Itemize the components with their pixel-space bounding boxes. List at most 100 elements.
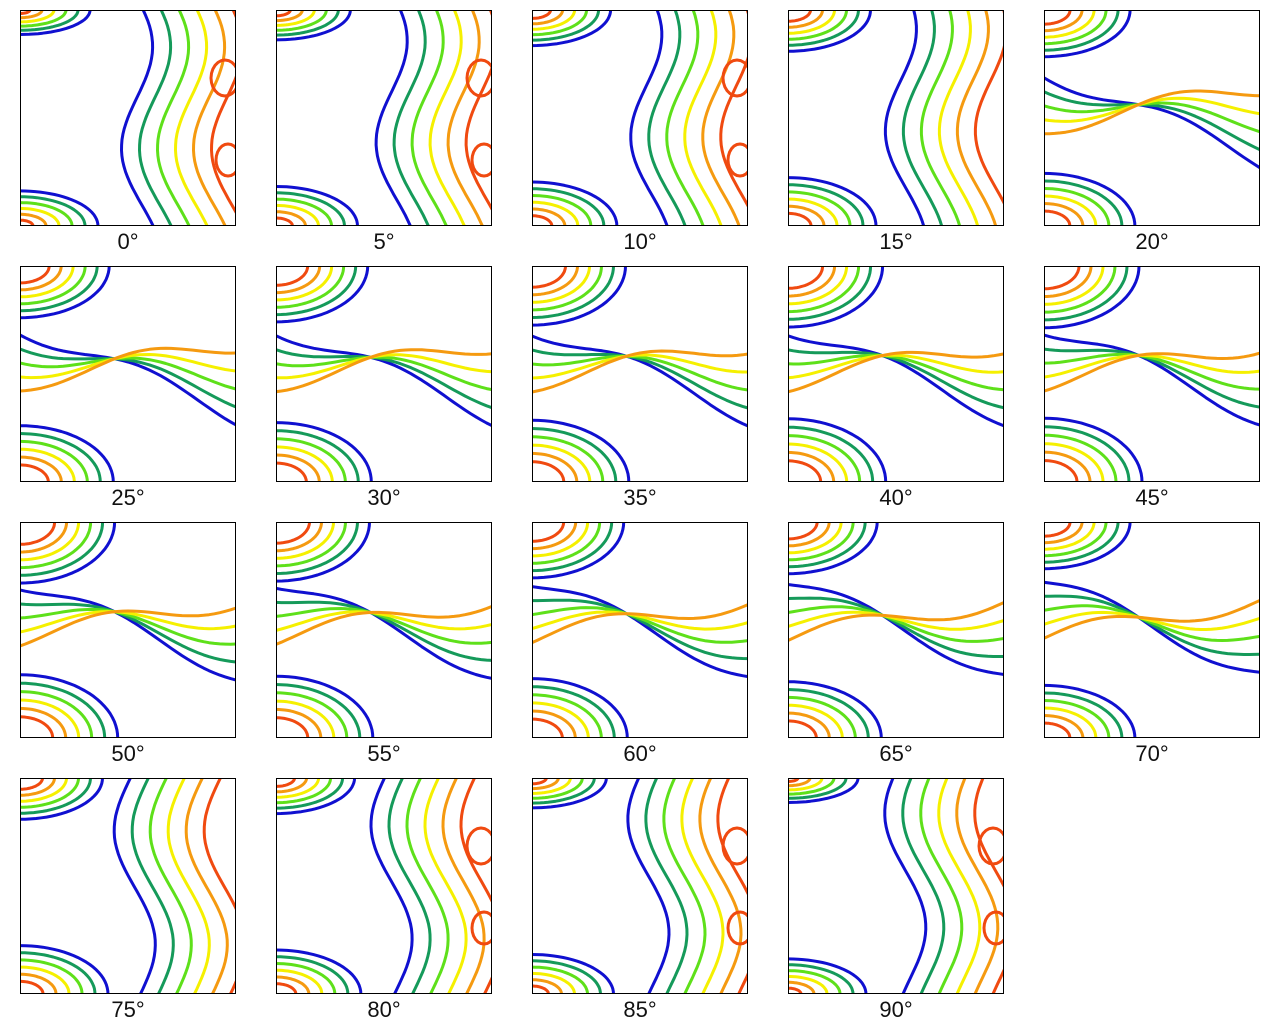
contour-line: [919, 778, 964, 994]
contour-line: [392, 10, 430, 226]
contour-line: [276, 429, 360, 482]
contour-line: [532, 959, 602, 994]
contour-line: [1044, 351, 1260, 393]
contour-line: [788, 183, 865, 226]
contour-line: [20, 447, 76, 482]
contour-line: [1044, 691, 1124, 738]
contour-line: [532, 778, 560, 791]
contour-line: [977, 826, 1004, 866]
contour-line: [532, 522, 578, 551]
contour-line: [532, 10, 577, 31]
contour-plot: [1044, 10, 1260, 226]
contour-line: [276, 266, 310, 287]
contour-line: [901, 778, 946, 994]
contour-line: [276, 586, 492, 680]
contour-line: [20, 944, 110, 994]
contour-line: [1044, 171, 1137, 226]
contour-line: [1044, 598, 1260, 640]
contour-line: [629, 10, 669, 226]
contour-line: [20, 10, 68, 28]
contour-line: [20, 266, 87, 306]
contour-line: [665, 10, 705, 226]
contour-plot: [276, 522, 492, 738]
contour-line: [532, 10, 553, 20]
contour-line: [20, 201, 74, 226]
contour-line: [20, 266, 63, 292]
contour-line: [1044, 10, 1120, 52]
contour-line: [973, 778, 1004, 994]
contour-line: [788, 778, 860, 804]
panel-frame: [532, 522, 748, 738]
contour-plot: [1044, 266, 1260, 482]
contour-line: [788, 10, 860, 47]
contour-line: [276, 600, 492, 662]
contour-line: [1044, 76, 1260, 170]
contour-line: [532, 984, 550, 994]
contour-plot: [1044, 522, 1260, 738]
contour-line: [214, 142, 236, 178]
contour-plot: [276, 778, 492, 994]
panel-frame: [788, 266, 1004, 482]
panel-angle-label: 45°: [1135, 485, 1169, 510]
contour-line: [374, 10, 412, 226]
contour-line: [719, 10, 748, 210]
contour-line: [192, 10, 227, 226]
contour-line: [465, 58, 492, 98]
contour-line: [20, 522, 81, 562]
contour-line: [276, 778, 321, 799]
contour-plot: [276, 266, 492, 482]
contour-line: [20, 206, 61, 226]
panel-angle-label: 15°: [879, 229, 913, 254]
contour-line: [532, 451, 579, 482]
panel-frame: [20, 778, 236, 994]
contour-line: [276, 522, 359, 575]
contour-panel: [1044, 522, 1260, 738]
contour-line: [973, 10, 1004, 207]
contour-line: [532, 709, 577, 738]
contour-line: [1044, 266, 1093, 298]
contour-line: [276, 10, 304, 23]
contour-line: [20, 681, 107, 738]
contour-line: [130, 778, 175, 994]
contour-line: [276, 10, 328, 32]
contour-line: [369, 778, 414, 994]
contour-line: [20, 698, 81, 738]
contour-line: [276, 348, 492, 394]
contour-line: [470, 910, 492, 946]
contour-plot: [532, 778, 748, 994]
contour-line: [1044, 721, 1072, 738]
contour-line: [532, 180, 619, 226]
contour-line: [276, 10, 316, 27]
contour-panel: [788, 10, 1004, 226]
contour-line: [788, 980, 816, 994]
contour-line: [276, 266, 346, 309]
contour-line: [20, 522, 57, 546]
contour-line: [726, 142, 748, 178]
contour-line: [788, 778, 812, 788]
contour-line: [532, 701, 590, 738]
contour-line: [532, 778, 596, 805]
contour-line: [532, 953, 615, 994]
contour-line: [788, 425, 875, 482]
contour-line: [788, 10, 848, 41]
contour-line: [788, 963, 855, 994]
contour-line: [1044, 266, 1141, 330]
contour-line: [1044, 266, 1117, 314]
contour-line: [532, 522, 602, 565]
contour-line: [788, 197, 839, 226]
contour-line: [532, 207, 567, 226]
contour-line: [683, 10, 723, 226]
contour-line: [20, 346, 236, 393]
contour-panel: [1044, 266, 1260, 482]
contour-line: [276, 203, 320, 226]
contour-line: [532, 971, 576, 994]
contour-line: [276, 421, 373, 482]
contour-line: [20, 10, 44, 20]
contour-line: [276, 437, 347, 482]
contour-line: [276, 445, 334, 482]
contour-line: [470, 142, 492, 178]
contour-line: [788, 266, 885, 329]
contour-line: [20, 965, 71, 994]
contour-line: [1044, 96, 1260, 123]
contour-line: [788, 601, 1004, 642]
